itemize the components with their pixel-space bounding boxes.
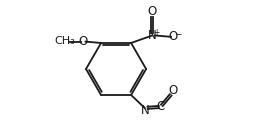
Text: CH₃: CH₃ bbox=[54, 36, 75, 46]
Text: C: C bbox=[156, 100, 165, 113]
Text: O: O bbox=[148, 5, 157, 18]
Text: O: O bbox=[79, 35, 88, 48]
Text: O: O bbox=[169, 30, 178, 43]
Text: O: O bbox=[168, 84, 177, 97]
Text: +: + bbox=[153, 28, 160, 37]
Text: N: N bbox=[140, 104, 149, 117]
Text: N: N bbox=[148, 29, 157, 42]
Text: −: − bbox=[174, 30, 182, 39]
